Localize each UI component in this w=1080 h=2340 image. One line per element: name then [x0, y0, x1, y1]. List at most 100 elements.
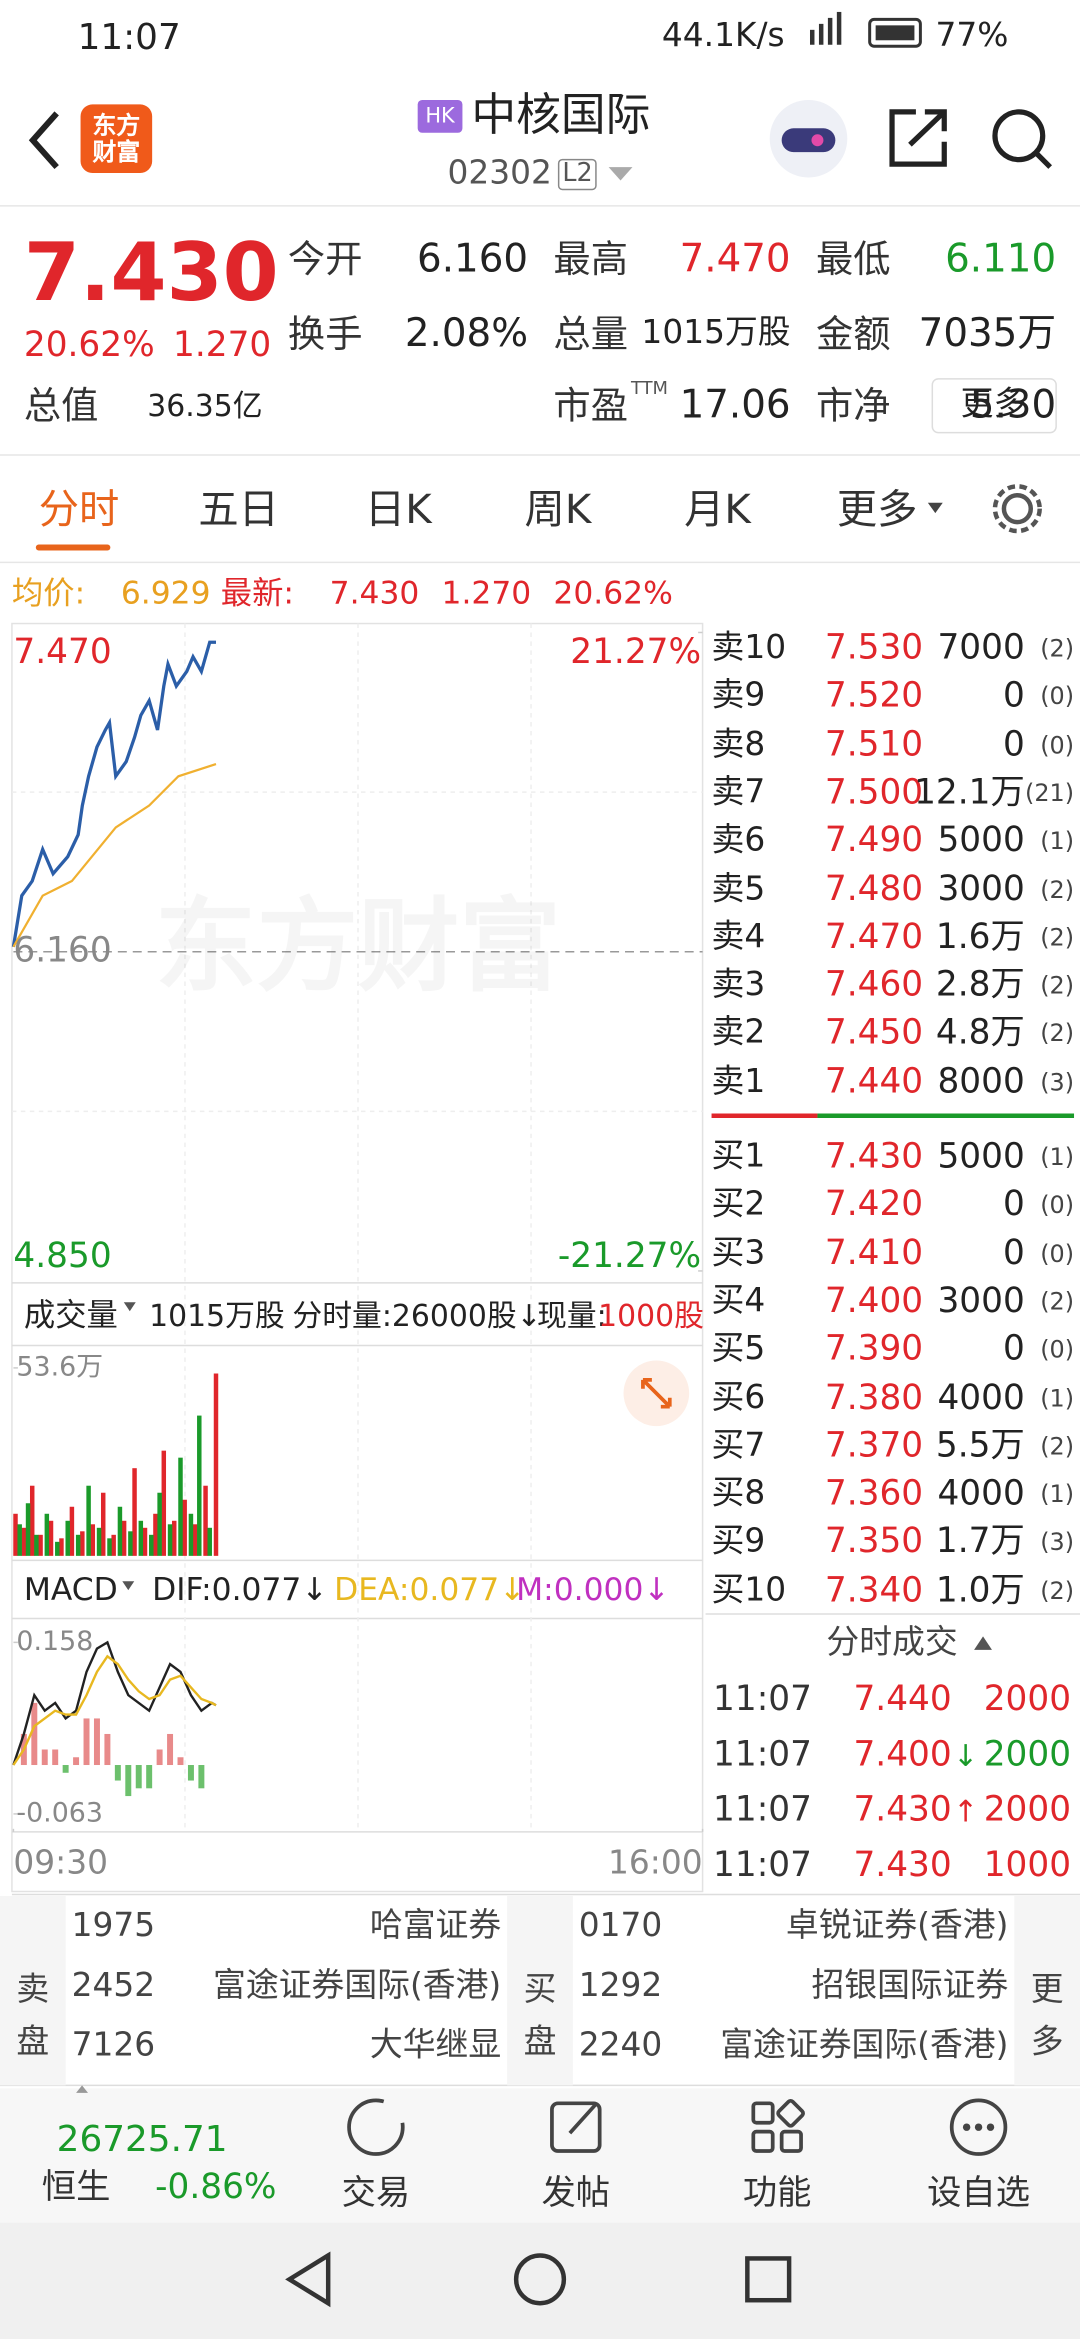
macd-label[interactable]: MACD [23, 1571, 118, 1608]
book-qty: 0 [1002, 1233, 1025, 1273]
broker-name: 富途证券国际(香港) [213, 1967, 502, 2005]
settings-icon[interactable] [1001, 493, 1034, 525]
book-label: 买9 [711, 1523, 766, 1561]
book-count: (1) [1040, 826, 1075, 856]
status-speed: 44.1K/s [661, 17, 785, 56]
volume-bar [34, 1534, 39, 1556]
x-tick-label: 09:30 [13, 1845, 109, 1883]
volume-bar [178, 1457, 183, 1556]
book-label: 买4 [711, 1282, 766, 1321]
y-tick-label: 7.470 [13, 633, 112, 673]
system-buttons[interactable] [285, 2251, 792, 2308]
change-pct: 20.62% [23, 325, 155, 365]
tab-indicator [35, 544, 111, 551]
field-label: 市净 [815, 384, 891, 428]
trade-time: 11:07 [713, 1680, 812, 1720]
field-value: 6.160 [417, 237, 529, 282]
volume-bar [90, 1524, 96, 1556]
y-tick-label: -0.063 [16, 1797, 103, 1829]
volume-bar [80, 1531, 85, 1556]
book-qty: 4000 [937, 1378, 1025, 1418]
nav-item[interactable]: 交易 [341, 2174, 411, 2213]
more-button[interactable] [931, 378, 1057, 434]
field-value: 5.30 [969, 383, 1057, 429]
tab[interactable]: 更多 [836, 487, 918, 534]
volume-bar [171, 1520, 177, 1556]
field-label: 最低 [815, 237, 891, 282]
index-name: 恒生 [41, 2168, 111, 2207]
book-count: (1) [1040, 1479, 1075, 1509]
macd-bar [73, 1757, 80, 1766]
book-count: (2) [1040, 971, 1075, 1000]
cell [1014, 1895, 1080, 2086]
field-label: 换手 [287, 312, 363, 356]
book-qty: 2.8万 [935, 966, 1025, 1005]
trades-title[interactable]: 分时成交 [826, 1624, 958, 1662]
book-price: 7.340 [824, 1571, 924, 1610]
chart-frame [11, 622, 704, 1893]
tab[interactable]: 月K [684, 487, 751, 534]
macd-bar [156, 1749, 163, 1766]
book-qty: 4000 [937, 1474, 1025, 1514]
search-icon[interactable] [992, 109, 1046, 163]
book-count: (0) [1040, 1190, 1075, 1220]
volume-bar [203, 1485, 208, 1556]
nav-item[interactable]: 发帖 [541, 2174, 611, 2213]
status-time: 11:07 [77, 16, 181, 59]
volume-bar [44, 1513, 50, 1556]
now-volume-label: 现量: [537, 1297, 607, 1334]
book-count: (21) [1025, 778, 1075, 807]
share-icon[interactable] [889, 109, 947, 167]
tab[interactable]: 日K [364, 487, 432, 534]
volume-bar [107, 1538, 112, 1556]
more-button[interactable]: 更多 [960, 386, 1027, 424]
broker-id: 2240 [578, 2027, 663, 2065]
back-icon[interactable] [28, 111, 59, 170]
trade-volume: 2000 [983, 1790, 1072, 1830]
book-label: 卖8 [711, 725, 766, 764]
tick-volume: 分时量:26000股↓ [292, 1297, 542, 1334]
book-label: 买7 [711, 1427, 766, 1465]
trade-time: 11:07 [713, 1790, 812, 1830]
volume-bar [17, 1524, 22, 1556]
book-label: 买2 [711, 1186, 766, 1224]
status-icons [809, 11, 922, 48]
book-label: 卖9 [711, 677, 766, 715]
volume-bar [111, 1534, 116, 1556]
nav-item[interactable]: 设自选 [927, 2174, 1031, 2213]
nav-item[interactable]: 功能 [742, 2174, 812, 2213]
macd-bar [114, 1765, 121, 1781]
book-qty: 0 [1002, 676, 1025, 716]
price: 7.430 [23, 225, 279, 320]
book-price: 7.450 [824, 1014, 924, 1053]
volume-bar [153, 1513, 158, 1556]
tab[interactable]: 五日 [198, 487, 279, 534]
macd-bar [31, 1702, 38, 1766]
volume-bar [75, 1534, 81, 1556]
field-label: 总值 [23, 384, 99, 428]
broker-id: 7126 [71, 2027, 156, 2065]
cell [507, 1895, 573, 2086]
macd-bar [146, 1765, 153, 1789]
trade-arrow: ↑ [953, 1793, 979, 1829]
volume-bar [192, 1524, 198, 1556]
logo: 东方财富 [92, 110, 141, 166]
book-label: 卖10 [711, 629, 787, 667]
broker-side: 买盘 [523, 1971, 557, 2062]
book-label: 卖3 [711, 966, 766, 1005]
broker-id: 2452 [71, 1967, 156, 2005]
broker-more[interactable]: 更多 [1030, 1971, 1064, 2062]
book-label: 买10 [711, 1571, 787, 1610]
index-change: -0.86% [155, 2168, 277, 2207]
volume-bar [132, 1468, 137, 1556]
dropdown-icon[interactable] [608, 167, 633, 181]
macd-bar [83, 1718, 90, 1766]
tab[interactable]: 周K [524, 487, 592, 534]
volume-label[interactable]: 成交量 [23, 1297, 118, 1333]
broker-side: 卖盘 [16, 1971, 50, 2062]
macd-bar [104, 1733, 111, 1766]
volume-bar [128, 1531, 133, 1556]
tab[interactable]: 分时 [38, 487, 120, 534]
broker-name: 招银国际证券 [811, 1967, 1009, 2005]
